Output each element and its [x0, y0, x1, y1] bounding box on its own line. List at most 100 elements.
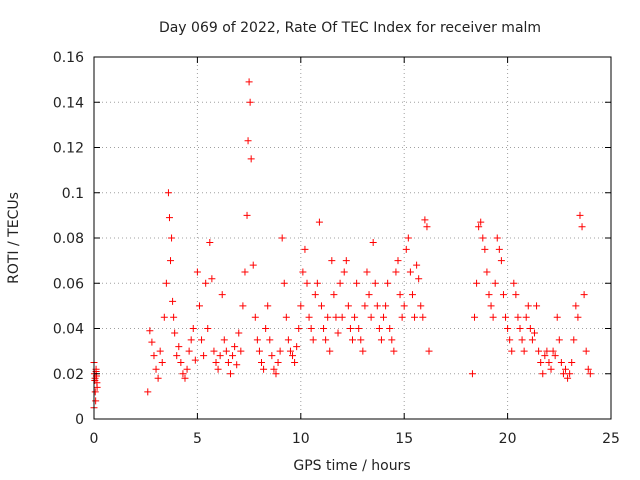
data-point [497, 257, 505, 265]
chart-title: Day 069 of 2022, Rate Of TEC Index for r… [159, 20, 541, 36]
data-point [411, 313, 419, 321]
data-point [146, 327, 154, 335]
data-point [289, 352, 297, 360]
x-tick-label: 0 [90, 431, 99, 447]
y-axis-label: ROTI / TECUs [6, 192, 22, 284]
data-point [421, 216, 429, 224]
data-point [559, 370, 567, 378]
data-point [246, 98, 254, 106]
axis-ticks: 0 5 10 15 20 25 0 0.02 0.04 0.06 0.08 0.1 0.12 0.14 0.… [53, 50, 620, 447]
data-point [244, 137, 252, 145]
data-point [336, 279, 344, 287]
data-point [276, 347, 284, 355]
data-point [195, 302, 203, 310]
x-tick-label: 25 [602, 431, 620, 447]
data-point [305, 313, 313, 321]
data-point [218, 291, 226, 299]
data-point [295, 325, 303, 332]
data-point [280, 279, 288, 287]
data-point [262, 325, 270, 332]
data-point [377, 336, 385, 344]
data-point [212, 358, 220, 366]
data-point [309, 336, 317, 344]
data-point [233, 361, 241, 369]
data-point [92, 397, 100, 405]
data-point [226, 370, 234, 378]
data-point [253, 336, 261, 344]
data-point [566, 370, 574, 378]
data-point [344, 302, 352, 310]
data-point [338, 313, 346, 321]
data-point [342, 257, 350, 265]
data-point [268, 352, 276, 360]
data-point [169, 297, 177, 305]
data-point [568, 358, 576, 366]
data-point [417, 302, 425, 310]
data-point [264, 302, 272, 310]
data-point [315, 218, 323, 226]
data-point [485, 291, 493, 299]
x-tick-label: 20 [499, 431, 517, 447]
data-point [392, 268, 400, 276]
data-point [578, 223, 586, 231]
data-point [404, 234, 412, 242]
data-point [229, 352, 237, 360]
data-point [284, 336, 292, 344]
data-point [415, 275, 423, 283]
data-point [468, 370, 476, 378]
data-point [537, 358, 545, 366]
data-point [493, 234, 501, 242]
data-point [524, 302, 532, 310]
data-point [384, 279, 392, 287]
y-tick-label: 0.1 [62, 186, 84, 202]
data-point [299, 268, 307, 276]
y-tick-label: 0.08 [53, 231, 84, 247]
data-point [386, 325, 394, 332]
data-point [189, 325, 197, 332]
data-point [390, 347, 398, 355]
data-point [235, 329, 243, 337]
x-axis-label: GPS time / hours [293, 458, 410, 474]
data-point [369, 239, 377, 247]
data-point [148, 338, 156, 346]
data-point [355, 325, 363, 332]
data-point [179, 370, 187, 378]
data-point [266, 336, 274, 344]
data-point [173, 352, 181, 360]
data-point [164, 189, 172, 197]
data-point [91, 374, 99, 382]
data-point [406, 268, 414, 276]
data-point [241, 268, 249, 276]
data-point [170, 313, 178, 321]
data-point [423, 223, 431, 231]
data-point [206, 239, 214, 247]
x-tick-label: 15 [395, 431, 413, 447]
data-point [522, 313, 530, 321]
data-point [543, 347, 551, 355]
data-point [214, 365, 222, 373]
data-point [245, 78, 253, 86]
data-point [313, 279, 321, 287]
data-point [398, 313, 406, 321]
data-point [243, 211, 251, 219]
data-point [586, 370, 594, 378]
data-point [510, 279, 518, 287]
data-point [394, 257, 402, 265]
data-point [353, 279, 361, 287]
data-point [473, 279, 481, 287]
data-point [247, 155, 255, 163]
data-point [222, 347, 230, 355]
data-point [357, 336, 365, 344]
data-point [278, 234, 286, 242]
data-point [576, 211, 584, 219]
x-tick-label: 5 [193, 431, 202, 447]
data-point [156, 347, 164, 355]
data-point [351, 313, 359, 321]
x-tick-label: 10 [292, 431, 310, 447]
data-point [193, 268, 201, 276]
data-point [555, 336, 563, 344]
data-point [574, 313, 582, 321]
data-point [191, 356, 199, 364]
data-point [495, 245, 503, 253]
